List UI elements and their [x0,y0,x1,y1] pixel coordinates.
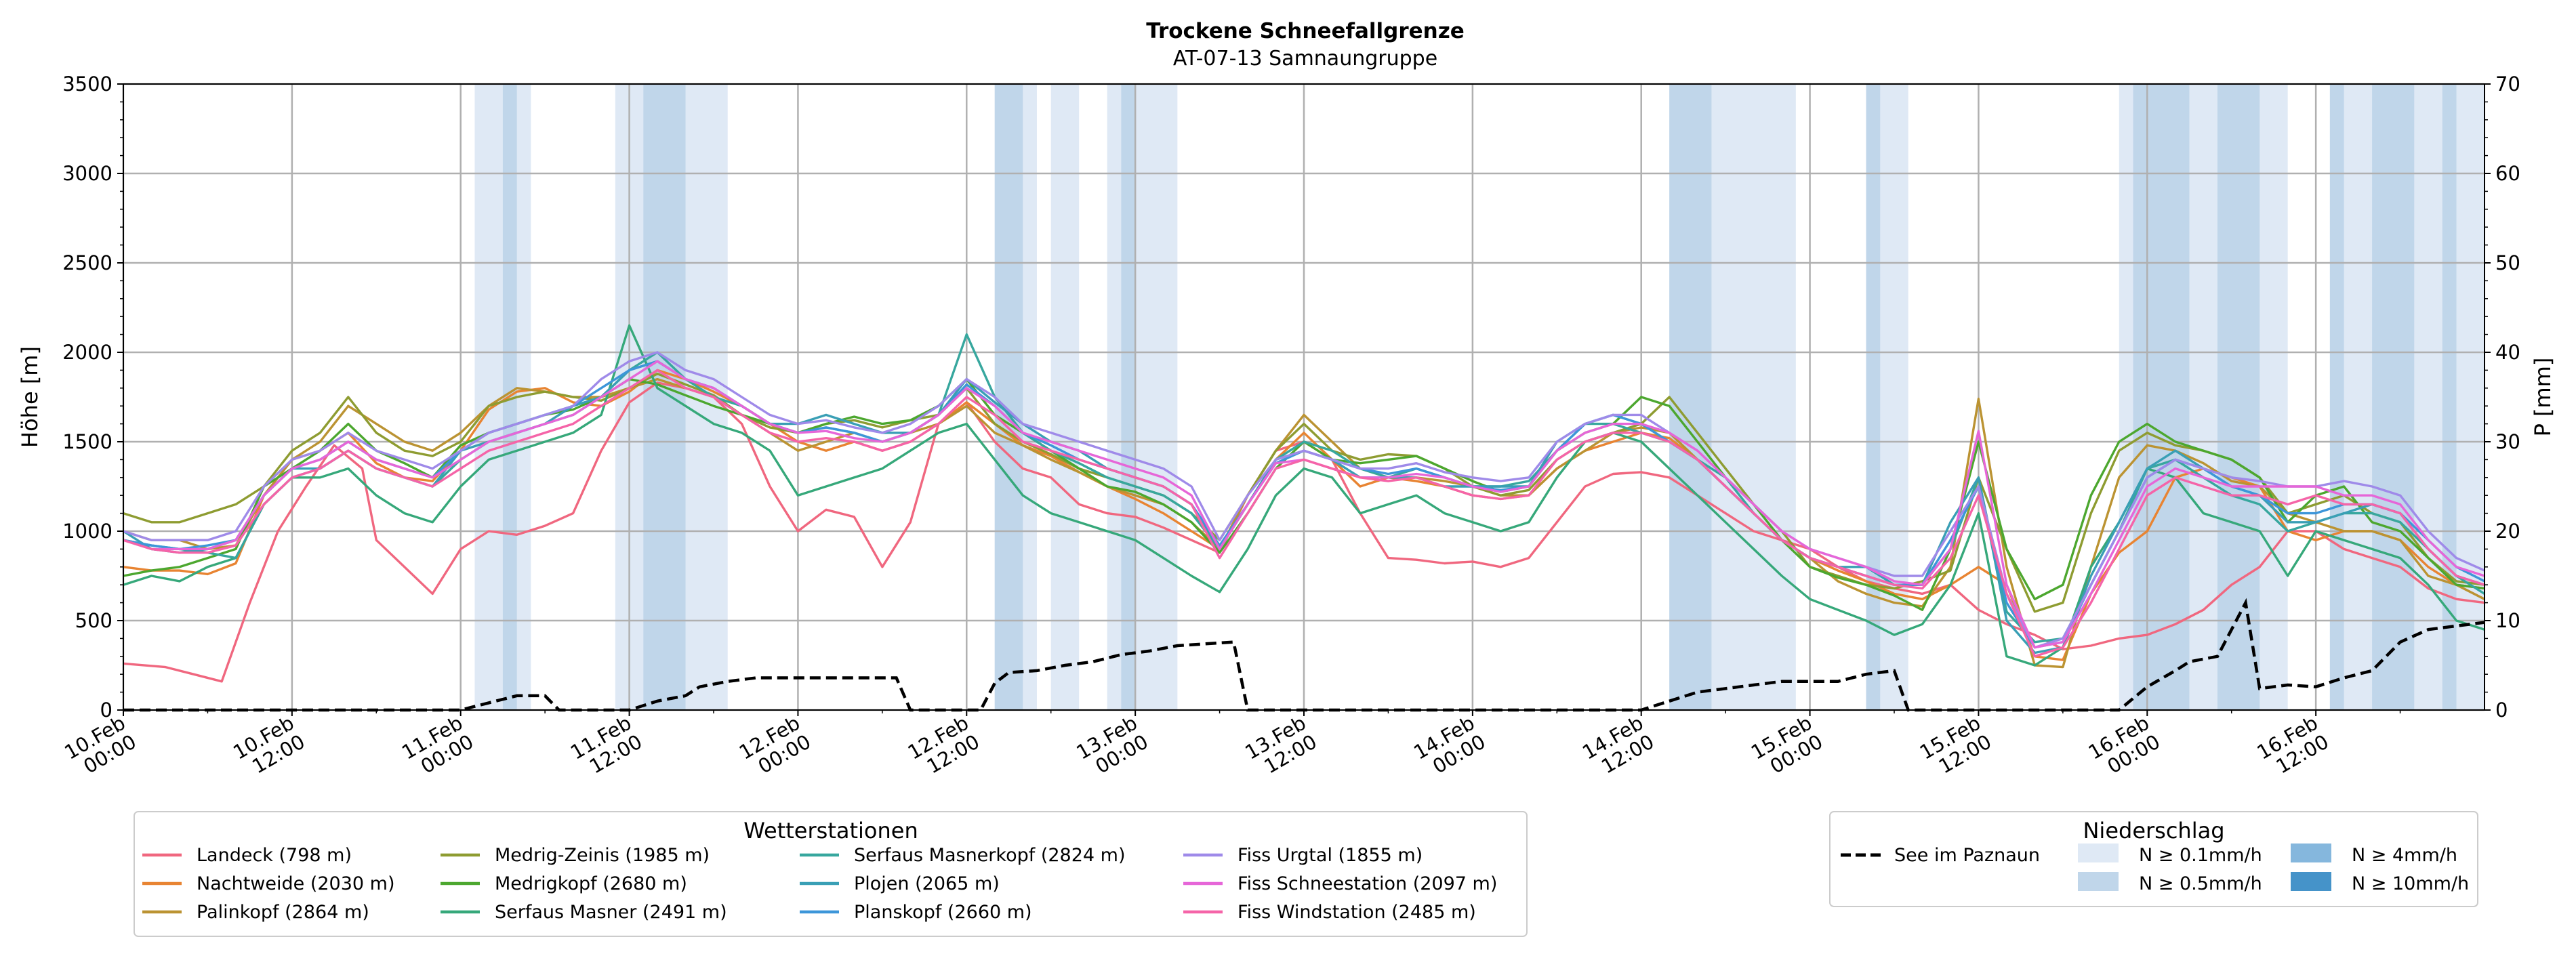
svg-text:N ≥ 10mm/h: N ≥ 10mm/h [2352,873,2469,894]
legend-entry-fiss-windstation-2485-m: Fiss Windstation (2485 m) [1183,902,1476,923]
legend-entry-fiss-urgtal-1855-m: Fiss Urgtal (1855 m) [1183,845,1423,866]
legend-entry-landeck-798-m: Landeck (798 m) [142,845,352,866]
y-tick-label: 3000 [62,162,113,185]
chart-title: Trockene Schneefallgrenze [1146,19,1465,43]
legend-entry-see-im-paznaun: See im Paznaun [1841,845,2040,866]
series-line-see-im-paznaun [123,598,2485,712]
series-line-serfaus-masner-2491-m [123,324,2485,667]
y-tick-label: 0 [100,699,113,722]
svg-text:Nachtweide (2030 m): Nachtweide (2030 m) [197,873,394,894]
svg-text:Plojen (2065 m): Plojen (2065 m) [854,873,1000,894]
svg-text:Fiss Schneestation (2097 m): Fiss Schneestation (2097 m) [1238,873,1497,894]
legend-entry-nachtweide-2030-m: Nachtweide (2030 m) [142,873,394,894]
legend-entry-precip-1: N ≥ 0.5mm/h [2078,872,2262,894]
precipitation-legend-title: Niederschlag [2083,818,2224,844]
chart-subtitle: AT-07-13 Samnaungruppe [1173,47,1437,70]
y2-tick-label: 40 [2495,341,2520,364]
svg-text:Planskopf (2660 m): Planskopf (2660 m) [854,902,1032,923]
precip-band-8 [1121,84,1136,710]
legend-entry-palinkopf-2864-m: Palinkopf (2864 m) [142,902,369,923]
y2-tick-label: 10 [2495,609,2520,632]
svg-text:Landeck (798 m): Landeck (798 m) [197,845,352,866]
stations-legend: Wetterstationen Landeck (798 m) Nachtweid… [134,811,1528,937]
precip-band-15 [2217,84,2260,710]
legend-entry-plojen-2065-m: Plojen (2065 m) [800,873,1000,894]
svg-text:Serfaus Masnerkopf (2824 m): Serfaus Masnerkopf (2824 m) [854,845,1125,866]
svg-text:Palinkopf (2864 m): Palinkopf (2864 m) [197,902,369,923]
y2-axis-label: P [mm] [2530,358,2556,437]
series-line-fiss-urgtal-1855-m [123,351,2485,649]
precipitation-bands [474,84,2485,710]
legend-entry-serfaus-masnerkopf-2824-m: Serfaus Masnerkopf (2824 m) [800,845,1125,866]
y2-tick-label: 0 [2495,699,2508,722]
legend-entry-serfaus-masner-2491-m: Serfaus Masner (2491 m) [441,902,727,923]
legend-entry-medrig-zeinis-1985-m: Medrig-Zeinis (1985 m) [441,845,710,866]
y2-tick-label: 20 [2495,520,2520,543]
legend-entry-precip-3: N ≥ 10mm/h [2291,872,2469,894]
y2-tick-label: 30 [2495,430,2520,453]
svg-text:N ≥ 0.5mm/h: N ≥ 0.5mm/h [2139,873,2262,894]
svg-text:See im Paznaun: See im Paznaun [1894,845,2040,866]
precipitation-legend: Niederschlag See im Paznaun N ≥ 0.1mm/h N … [1829,811,2478,907]
legend-entry-medrigkopf-2680-m: Medrigkopf (2680 m) [441,873,687,894]
y-axis-label: Höhe [m] [17,346,43,448]
precip-band-18 [2372,84,2415,710]
svg-text:N ≥ 0.1mm/h: N ≥ 0.1mm/h [2139,845,2262,866]
y-tick-label: 3500 [62,72,113,96]
series-line-fiss-windstation-2485-m [123,369,2485,658]
lake-line [123,598,2485,712]
legend-entry-precip-0: N ≥ 0.1mm/h [2078,844,2262,866]
svg-text:Fiss Windstation (2485 m): Fiss Windstation (2485 m) [1238,902,1476,923]
station-lines [123,324,2485,683]
y2-tick-label: 50 [2495,251,2520,274]
precip-band-6 [1050,84,1080,710]
y-tick-label: 1500 [62,430,113,453]
svg-text:Medrigkopf (2680 m): Medrigkopf (2680 m) [495,873,687,894]
precip-band-12 [1866,84,1881,710]
y2-tick-label: 70 [2495,72,2520,96]
y-tick-label: 2500 [62,251,113,274]
svg-text:Serfaus Masner (2491 m): Serfaus Masner (2491 m) [495,902,727,923]
y-tick-label: 1000 [62,520,113,543]
precip-band-5 [994,84,1023,710]
y-tick-label: 2000 [62,341,113,364]
legend-entry-precip-2: N ≥ 4mm/h [2291,844,2457,866]
y2-tick-label: 60 [2495,162,2520,185]
svg-text:Fiss Urgtal (1855 m): Fiss Urgtal (1855 m) [1238,845,1423,866]
y-tick-label: 500 [75,609,113,632]
legend-entry-planskopf-2660-m: Planskopf (2660 m) [800,902,1032,923]
precip-band-7 [1107,84,1178,710]
svg-text:N ≥ 4mm/h: N ≥ 4mm/h [2352,845,2457,866]
precip-band-3 [643,84,686,710]
precip-band-14 [2133,84,2190,710]
svg-text:Medrig-Zeinis (1985 m): Medrig-Zeinis (1985 m) [495,845,710,866]
series-line-medrig-zeinis-1985-m [123,373,2485,613]
precip-band-17 [2329,84,2344,710]
stations-legend-title: Wetterstationen [743,818,918,844]
precip-band-10 [1669,84,1712,710]
legend-entry-fiss-schneestation-2097-m: Fiss Schneestation (2097 m) [1183,873,1497,894]
